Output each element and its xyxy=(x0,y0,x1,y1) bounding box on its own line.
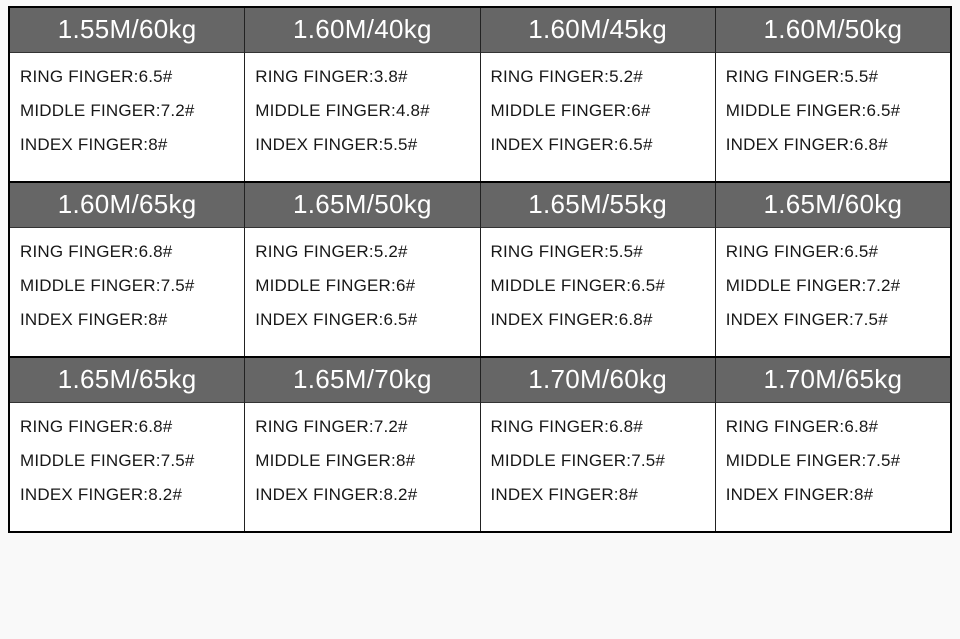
middle-finger-value: MIDDLE FINGER:7.2# xyxy=(726,276,942,296)
cell-header: 1.70M/65kg xyxy=(716,358,950,403)
cell-header: 1.60M/45kg xyxy=(481,8,715,53)
cell-body: RING FINGER:6.8# MIDDLE FINGER:7.5# INDE… xyxy=(716,403,950,531)
middle-finger-value: MIDDLE FINGER:7.5# xyxy=(20,451,236,471)
ring-finger-value: RING FINGER:5.5# xyxy=(491,242,707,262)
table-cell: 1.65M/60kg RING FINGER:6.5# MIDDLE FINGE… xyxy=(716,183,950,356)
ring-finger-value: RING FINGER:6.5# xyxy=(726,242,942,262)
ring-finger-value: RING FINGER:6.8# xyxy=(20,417,236,437)
cell-body: RING FINGER:6.5# MIDDLE FINGER:7.2# INDE… xyxy=(716,228,950,356)
cell-body: RING FINGER:5.5# MIDDLE FINGER:6.5# INDE… xyxy=(716,53,950,181)
middle-finger-value: MIDDLE FINGER:8# xyxy=(255,451,471,471)
cell-body: RING FINGER:6.8# MIDDLE FINGER:7.5# INDE… xyxy=(10,403,244,531)
index-finger-value: INDEX FINGER:8# xyxy=(20,310,236,330)
ring-finger-value: RING FINGER:3.8# xyxy=(255,67,471,87)
ring-finger-value: RING FINGER:6.5# xyxy=(20,67,236,87)
middle-finger-value: MIDDLE FINGER:7.2# xyxy=(20,101,236,121)
cell-header: 1.65M/60kg xyxy=(716,183,950,228)
ring-finger-value: RING FINGER:5.2# xyxy=(491,67,707,87)
cell-body: RING FINGER:6.8# MIDDLE FINGER:7.5# INDE… xyxy=(481,403,715,531)
table-cell: 1.60M/50kg RING FINGER:5.5# MIDDLE FINGE… xyxy=(716,8,950,181)
index-finger-value: INDEX FINGER:6.8# xyxy=(726,135,942,155)
middle-finger-value: MIDDLE FINGER:7.5# xyxy=(491,451,707,471)
table-row: 1.60M/65kg RING FINGER:6.8# MIDDLE FINGE… xyxy=(10,183,950,358)
cell-header: 1.65M/50kg xyxy=(245,183,479,228)
cell-body: RING FINGER:3.8# MIDDLE FINGER:4.8# INDE… xyxy=(245,53,479,181)
cell-header: 1.60M/65kg xyxy=(10,183,244,228)
index-finger-value: INDEX FINGER:8.2# xyxy=(255,485,471,505)
ring-finger-value: RING FINGER:6.8# xyxy=(20,242,236,262)
cell-header: 1.60M/40kg xyxy=(245,8,479,53)
table-cell: 1.70M/60kg RING FINGER:6.8# MIDDLE FINGE… xyxy=(481,358,716,531)
size-chart-table: 1.55M/60kg RING FINGER:6.5# MIDDLE FINGE… xyxy=(8,6,952,533)
cell-body: RING FINGER:5.2# MIDDLE FINGER:6# INDEX … xyxy=(481,53,715,181)
ring-finger-value: RING FINGER:6.8# xyxy=(726,417,942,437)
cell-header: 1.55M/60kg xyxy=(10,8,244,53)
index-finger-value: INDEX FINGER:8# xyxy=(20,135,236,155)
cell-body: RING FINGER:7.2# MIDDLE FINGER:8# INDEX … xyxy=(245,403,479,531)
index-finger-value: INDEX FINGER:8# xyxy=(726,485,942,505)
table-cell: 1.55M/60kg RING FINGER:6.5# MIDDLE FINGE… xyxy=(10,8,245,181)
cell-body: RING FINGER:6.5# MIDDLE FINGER:7.2# INDE… xyxy=(10,53,244,181)
table-cell: 1.70M/65kg RING FINGER:6.8# MIDDLE FINGE… xyxy=(716,358,950,531)
cell-header: 1.65M/70kg xyxy=(245,358,479,403)
index-finger-value: INDEX FINGER:7.5# xyxy=(726,310,942,330)
table-cell: 1.65M/70kg RING FINGER:7.2# MIDDLE FINGE… xyxy=(245,358,480,531)
ring-finger-value: RING FINGER:5.5# xyxy=(726,67,942,87)
ring-finger-value: RING FINGER:6.8# xyxy=(491,417,707,437)
table-cell: 1.65M/65kg RING FINGER:6.8# MIDDLE FINGE… xyxy=(10,358,245,531)
cell-header: 1.65M/55kg xyxy=(481,183,715,228)
index-finger-value: INDEX FINGER:6.5# xyxy=(255,310,471,330)
index-finger-value: INDEX FINGER:8# xyxy=(491,485,707,505)
cell-header: 1.60M/50kg xyxy=(716,8,950,53)
table-cell: 1.65M/50kg RING FINGER:5.2# MIDDLE FINGE… xyxy=(245,183,480,356)
cell-body: RING FINGER:5.2# MIDDLE FINGER:6# INDEX … xyxy=(245,228,479,356)
index-finger-value: INDEX FINGER:5.5# xyxy=(255,135,471,155)
table-cell: 1.60M/45kg RING FINGER:5.2# MIDDLE FINGE… xyxy=(481,8,716,181)
table-cell: 1.65M/55kg RING FINGER:5.5# MIDDLE FINGE… xyxy=(481,183,716,356)
table-cell: 1.60M/40kg RING FINGER:3.8# MIDDLE FINGE… xyxy=(245,8,480,181)
middle-finger-value: MIDDLE FINGER:6.5# xyxy=(726,101,942,121)
middle-finger-value: MIDDLE FINGER:7.5# xyxy=(726,451,942,471)
middle-finger-value: MIDDLE FINGER:4.8# xyxy=(255,101,471,121)
index-finger-value: INDEX FINGER:6.5# xyxy=(491,135,707,155)
cell-body: RING FINGER:6.8# MIDDLE FINGER:7.5# INDE… xyxy=(10,228,244,356)
cell-body: RING FINGER:5.5# MIDDLE FINGER:6.5# INDE… xyxy=(481,228,715,356)
ring-finger-value: RING FINGER:7.2# xyxy=(255,417,471,437)
middle-finger-value: MIDDLE FINGER:7.5# xyxy=(20,276,236,296)
cell-header: 1.70M/60kg xyxy=(481,358,715,403)
middle-finger-value: MIDDLE FINGER:6# xyxy=(491,101,707,121)
index-finger-value: INDEX FINGER:6.8# xyxy=(491,310,707,330)
index-finger-value: INDEX FINGER:8.2# xyxy=(20,485,236,505)
table-row: 1.55M/60kg RING FINGER:6.5# MIDDLE FINGE… xyxy=(10,8,950,183)
middle-finger-value: MIDDLE FINGER:6# xyxy=(255,276,471,296)
ring-finger-value: RING FINGER:5.2# xyxy=(255,242,471,262)
table-row: 1.65M/65kg RING FINGER:6.8# MIDDLE FINGE… xyxy=(10,358,950,531)
cell-header: 1.65M/65kg xyxy=(10,358,244,403)
table-cell: 1.60M/65kg RING FINGER:6.8# MIDDLE FINGE… xyxy=(10,183,245,356)
middle-finger-value: MIDDLE FINGER:6.5# xyxy=(491,276,707,296)
